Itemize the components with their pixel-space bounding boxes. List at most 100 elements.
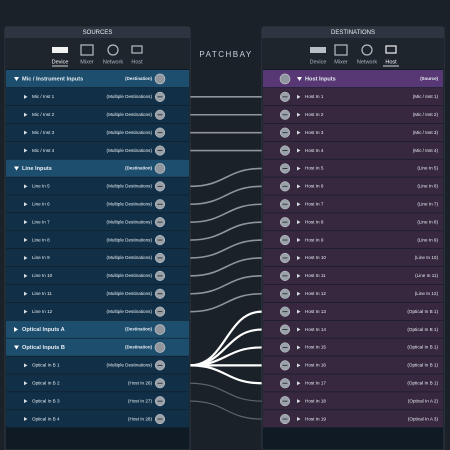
channel-row[interactable] <box>6 356 189 374</box>
channel-row[interactable] <box>263 177 443 195</box>
channel-row[interactable] <box>263 356 443 374</box>
group-label: Mic / Instrument Inputs <box>22 76 83 82</box>
channel-row[interactable] <box>6 123 189 141</box>
channel-row[interactable] <box>6 177 189 195</box>
tab-label[interactable]: Network <box>103 59 123 65</box>
channel-row[interactable] <box>263 302 443 320</box>
panel-title: SOURCES <box>83 30 113 36</box>
channel-label: Line In 11 <box>32 291 52 296</box>
channel-route: (Line In 6) <box>417 184 438 189</box>
channel-row[interactable] <box>6 284 189 303</box>
play-triangle <box>24 417 28 422</box>
play-triangle <box>297 273 301 278</box>
channel-row[interactable] <box>263 392 443 410</box>
channel-route: (Line In 11) <box>415 273 438 278</box>
channel-label: Mic / Inst 3 <box>32 130 55 135</box>
tab-label[interactable]: Host <box>131 59 143 65</box>
channel-row[interactable] <box>6 374 189 392</box>
channel-label: Host In 17 <box>305 380 326 385</box>
channel-row[interactable] <box>263 266 443 285</box>
tab-label[interactable]: Host <box>385 59 397 65</box>
panel-header <box>262 27 444 38</box>
channel-row[interactable] <box>6 410 189 428</box>
channel-route: (Optical In B 1) <box>407 327 438 332</box>
route-button[interactable] <box>154 324 166 335</box>
tab-label[interactable]: Mixer <box>334 59 348 65</box>
channel-row[interactable] <box>6 195 189 213</box>
tab-label[interactable]: Device <box>310 59 327 65</box>
channel-label: Host In 4 <box>305 148 324 153</box>
channel-row[interactable] <box>263 141 443 159</box>
disclosure-triangle[interactable] <box>14 327 18 333</box>
channel-route: (Multiple Destinations) <box>107 309 153 314</box>
cable <box>189 221 263 241</box>
channel-row[interactable] <box>6 302 189 320</box>
channel-row[interactable] <box>6 87 189 106</box>
channel-row[interactable] <box>263 249 443 267</box>
route-button[interactable] <box>154 163 166 174</box>
tab-bar <box>5 38 190 69</box>
channel-route: (Mic / Inst 1) <box>413 94 439 99</box>
channel-label: Line In 10 <box>32 273 53 278</box>
channel-row[interactable] <box>263 159 443 177</box>
channel-row[interactable] <box>263 195 443 213</box>
channel-label: Host In 7 <box>305 201 324 206</box>
tab-bar <box>262 38 444 69</box>
play-triangle <box>24 148 28 153</box>
group-row[interactable] <box>6 70 189 88</box>
group-label: Line Inputs <box>22 166 52 172</box>
disclosure-triangle[interactable] <box>14 166 19 171</box>
channel-row[interactable] <box>6 249 189 267</box>
route-button[interactable] <box>279 73 291 85</box>
route-button[interactable] <box>154 342 166 353</box>
channel-row[interactable] <box>263 231 443 249</box>
play-triangle <box>297 94 301 99</box>
channel-row[interactable] <box>6 266 189 285</box>
disclosure-triangle[interactable] <box>14 345 19 350</box>
tab-label[interactable]: Mixer <box>80 59 94 65</box>
channel-row[interactable] <box>263 320 443 338</box>
disclosure-triangle[interactable] <box>14 76 19 81</box>
play-triangle <box>297 184 301 189</box>
channel-route: (Line In 10) <box>415 255 439 260</box>
channel-row[interactable] <box>6 141 189 159</box>
channel-row[interactable] <box>263 123 443 141</box>
group-label: Optical Inputs B <box>22 345 65 351</box>
play-triangle <box>297 130 301 135</box>
tab-label[interactable]: Network <box>357 59 377 65</box>
play-triangle <box>297 112 301 117</box>
play-triangle <box>24 184 28 189</box>
channel-row[interactable] <box>6 105 189 124</box>
channel-row[interactable] <box>263 410 443 428</box>
group-row[interactable] <box>6 320 189 338</box>
group-row[interactable] <box>6 338 189 356</box>
channel-row[interactable] <box>263 374 443 392</box>
group-row[interactable] <box>263 70 443 88</box>
channel-route: (Multiple Destinations) <box>107 237 153 242</box>
channel-row[interactable] <box>6 392 189 410</box>
play-triangle <box>24 112 28 117</box>
channel-row[interactable] <box>263 284 443 303</box>
center-title: PATCHBAY <box>199 50 252 59</box>
channel-label: Host In 5 <box>305 166 324 171</box>
channel-row[interactable] <box>263 213 443 231</box>
group-route: (Destination) <box>125 166 152 171</box>
channel-row[interactable] <box>6 213 189 231</box>
group-row[interactable] <box>6 159 189 177</box>
channel-label: Host In 10 <box>305 255 326 260</box>
channel-label: Host In 12 <box>305 291 326 296</box>
channel-row[interactable] <box>263 87 443 106</box>
tab-icon <box>80 44 94 56</box>
disclosure-triangle[interactable] <box>297 76 302 81</box>
channel-row[interactable] <box>263 105 443 124</box>
tab-label[interactable]: Device <box>52 59 69 65</box>
panel-header <box>5 27 190 38</box>
channel-row[interactable] <box>263 338 443 356</box>
play-triangle <box>297 166 301 171</box>
route-button[interactable] <box>154 73 166 85</box>
channel-row[interactable] <box>6 231 189 249</box>
channel-route: (Optical In B 1) <box>407 309 438 314</box>
tab-icon <box>310 47 326 53</box>
